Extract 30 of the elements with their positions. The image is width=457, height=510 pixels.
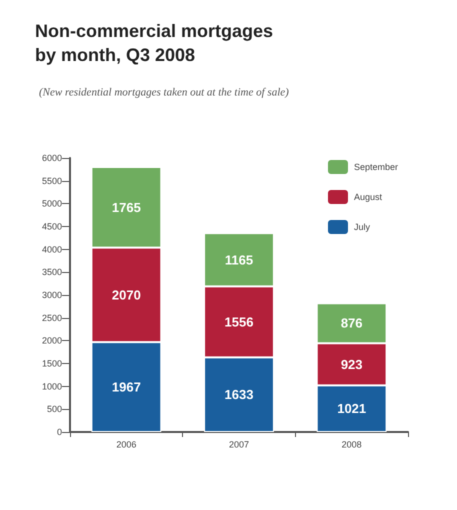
y-tick-label: 3500 bbox=[42, 267, 62, 278]
y-tick-label: 1500 bbox=[42, 358, 62, 368]
y-tick-label: 500 bbox=[46, 404, 62, 414]
data-label: 1765 bbox=[112, 200, 141, 215]
x-tick-label: 2008 bbox=[342, 440, 362, 450]
data-label: 1165 bbox=[224, 252, 254, 268]
legend-label: August bbox=[354, 192, 382, 202]
y-tick-label: 5000 bbox=[42, 198, 62, 209]
y-tick-label: 3000 bbox=[42, 290, 62, 300]
data-label: 2070 bbox=[112, 287, 141, 302]
chart-subtitle: (New residential mortgages taken out at the time of sale) bbox=[39, 86, 290, 98]
data-label: 876 bbox=[340, 316, 363, 331]
y-tick-label: 0 bbox=[56, 427, 62, 437]
chart-title: Non-commercial mortgages by month, Q3 2008 bbox=[35, 21, 278, 65]
data-label: 1633 bbox=[224, 387, 254, 402]
y-tick-label: 1000 bbox=[42, 381, 62, 392]
data-label: 1967 bbox=[112, 380, 141, 395]
data-label: 923 bbox=[340, 356, 363, 372]
x-tick-label: 2006 bbox=[116, 440, 136, 450]
y-tick-label: 2000 bbox=[42, 336, 62, 346]
legend-label: July bbox=[354, 222, 370, 232]
y-tick-label: 4500 bbox=[42, 222, 62, 232]
y-tick-label: 6000 bbox=[42, 153, 62, 163]
data-label: 1556 bbox=[224, 314, 254, 330]
x-tick-label: 2007 bbox=[228, 440, 250, 450]
y-tick-label: 5500 bbox=[42, 176, 62, 186]
y-tick-label: 2500 bbox=[42, 312, 62, 323]
y-tick-label: 4000 bbox=[42, 244, 62, 254]
data-label: 1021 bbox=[337, 401, 366, 416]
legend-label: September bbox=[354, 162, 398, 172]
